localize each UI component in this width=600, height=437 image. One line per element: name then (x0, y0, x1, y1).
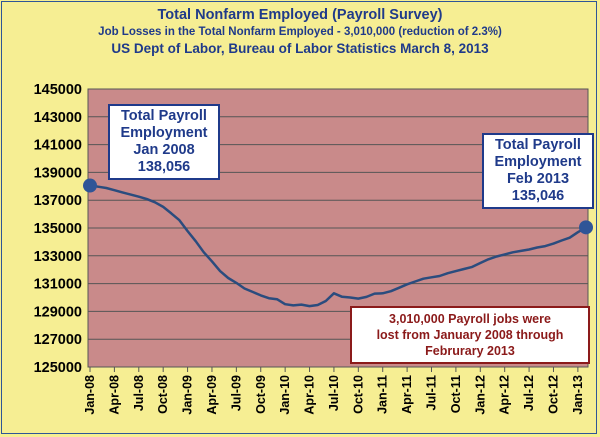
x-tick-label: Jul-11 (425, 375, 439, 410)
x-tick-label: Oct-11 (449, 375, 463, 413)
callout-end: Total Payroll Employment Feb 2013 135,04… (482, 133, 594, 209)
callout-note: 3,010,000 Payroll jobs were lost from Ja… (350, 306, 590, 364)
x-tick-label: Apr-08 (107, 375, 121, 415)
x-tick-label: Jan-13 (571, 375, 585, 415)
end-point-marker (579, 220, 593, 235)
y-tick-label: 127000 (34, 332, 82, 348)
y-tick-label: 125000 (34, 360, 82, 376)
y-tick-label: 137000 (34, 193, 82, 209)
callout-end-line1: Total Payroll (495, 137, 581, 153)
x-tick-label: Oct-10 (351, 375, 365, 414)
y-tick-label: 145000 (34, 82, 82, 98)
x-tick-label: Jan-11 (376, 375, 390, 414)
x-tick-label: Jul-12 (522, 375, 536, 411)
y-tick-label: 131000 (34, 277, 82, 293)
callout-start-value: 138,056 (137, 159, 191, 175)
callout-start: Total Payroll Employment Jan 2008 138,05… (108, 104, 220, 180)
x-tick-label: Jul-08 (132, 375, 146, 411)
callout-start-line1: Total Payroll (121, 108, 207, 124)
chart-subtitle: Job Losses in the Total Nonfarm Employed… (98, 26, 502, 38)
callout-start-line2: Employment (120, 125, 208, 141)
x-tick-label: Oct-09 (254, 375, 268, 414)
x-tick-label: Oct-08 (156, 375, 170, 414)
x-tick-label: Oct-12 (546, 375, 560, 414)
x-tick-label: Jan-09 (181, 375, 195, 415)
x-tick-label: Jul-09 (229, 375, 243, 411)
callout-note-line1: 3,010,000 Payroll jobs were (389, 312, 551, 326)
y-tick-label: 129000 (34, 304, 82, 320)
y-tick-label: 135000 (34, 221, 82, 237)
chart-title: Total Nonfarm Employed (Payroll Survey) (157, 7, 443, 23)
chart-header: Total Nonfarm Employed (Payroll Survey) … (0, 6, 600, 58)
x-tick-label: Jan-12 (473, 375, 487, 415)
y-tick-label: 141000 (34, 138, 82, 154)
x-tick-label: Apr-09 (205, 375, 219, 415)
callout-end-line2: Employment (494, 154, 582, 170)
x-tick-label: Jul-10 (327, 375, 341, 411)
y-tick-label: 143000 (34, 110, 82, 126)
callout-end-line3: Feb 2013 (506, 171, 570, 187)
series-line (89, 184, 587, 308)
x-tick-label: Apr-12 (498, 375, 512, 415)
x-tick-label: Apr-11 (400, 375, 414, 414)
x-tick-label: Apr-10 (303, 375, 317, 415)
y-tick-label: 139000 (34, 165, 82, 181)
callout-note-line3: Februrary 2013 (425, 344, 515, 358)
callout-end-value: 135,046 (511, 188, 565, 204)
start-point-marker (83, 178, 97, 193)
callout-note-line2: lost from January 2008 through (376, 328, 564, 342)
x-tick-label: Jan-08 (83, 375, 97, 415)
callout-start-line3: Jan 2008 (133, 142, 195, 158)
x-tick-label: Jan-10 (278, 375, 292, 415)
chart-source: US Dept of Labor, Bureau of Labor Statis… (111, 41, 489, 56)
y-tick-label: 133000 (34, 249, 82, 265)
